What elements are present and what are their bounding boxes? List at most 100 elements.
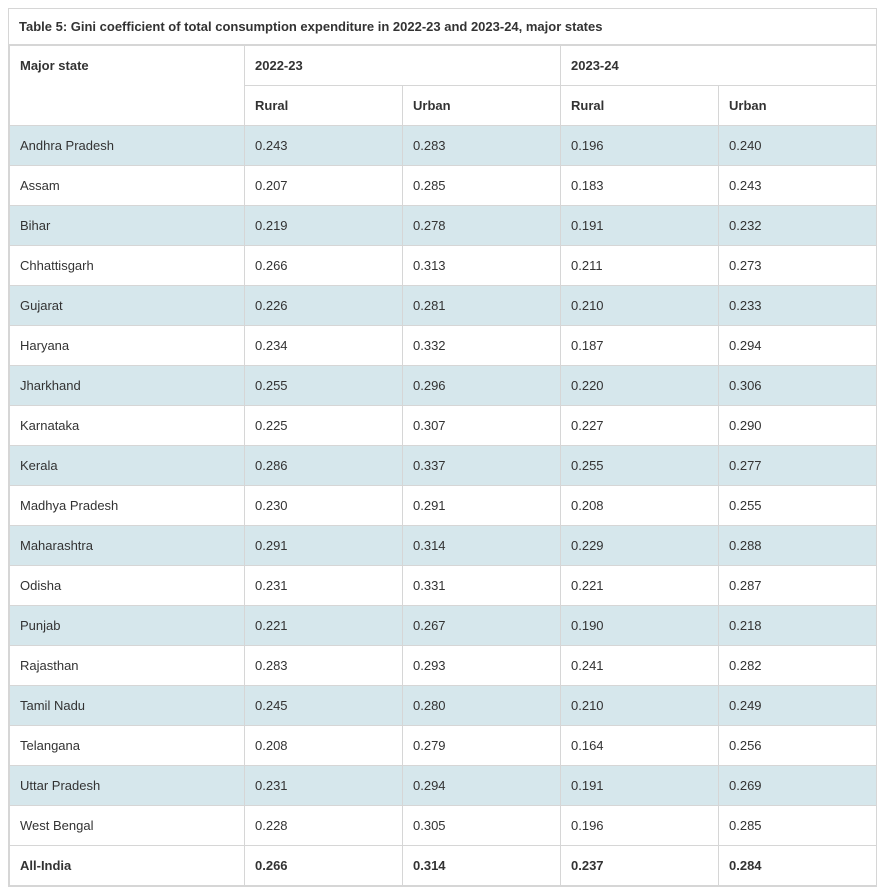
cell-state: Maharashtra (10, 526, 245, 566)
cell-value: 0.191 (561, 206, 719, 246)
cell-value: 0.211 (561, 246, 719, 286)
cell-value: 0.219 (245, 206, 403, 246)
cell-value: 0.269 (719, 766, 877, 806)
cell-state-total: All-India (10, 846, 245, 886)
cell-value: 0.208 (245, 726, 403, 766)
cell-value: 0.210 (561, 686, 719, 726)
cell-value: 0.190 (561, 606, 719, 646)
cell-value: 0.230 (245, 486, 403, 526)
cell-state: Kerala (10, 446, 245, 486)
cell-value: 0.291 (403, 486, 561, 526)
cell-value: 0.225 (245, 406, 403, 446)
col-header-year2: 2023-24 (561, 46, 877, 86)
cell-value: 0.278 (403, 206, 561, 246)
cell-value: 0.285 (719, 806, 877, 846)
table-caption: Table 5: Gini coefficient of total consu… (9, 9, 876, 45)
cell-value: 0.241 (561, 646, 719, 686)
cell-value: 0.283 (245, 646, 403, 686)
cell-value: 0.255 (719, 486, 877, 526)
table-row: Haryana0.2340.3320.1870.294 (10, 326, 877, 366)
col-header-y2-rural: Rural (561, 86, 719, 126)
table-row: Odisha0.2310.3310.2210.287 (10, 566, 877, 606)
cell-value: 0.294 (403, 766, 561, 806)
table-row: West Bengal0.2280.3050.1960.285 (10, 806, 877, 846)
table-body: Andhra Pradesh0.2430.2830.1960.240Assam0… (10, 126, 877, 886)
cell-value: 0.267 (403, 606, 561, 646)
cell-value: 0.287 (719, 566, 877, 606)
cell-state: Telangana (10, 726, 245, 766)
cell-value: 0.273 (719, 246, 877, 286)
cell-value: 0.243 (245, 126, 403, 166)
cell-state: Assam (10, 166, 245, 206)
col-header-year1: 2022-23 (245, 46, 561, 86)
cell-value: 0.233 (719, 286, 877, 326)
cell-value: 0.256 (719, 726, 877, 766)
cell-value: 0.207 (245, 166, 403, 206)
cell-value: 0.208 (561, 486, 719, 526)
header-row-1: Major state 2022-23 2023-24 (10, 46, 877, 86)
cell-value: 0.279 (403, 726, 561, 766)
cell-value: 0.191 (561, 766, 719, 806)
cell-value: 0.283 (403, 126, 561, 166)
cell-value: 0.164 (561, 726, 719, 766)
cell-value: 0.293 (403, 646, 561, 686)
cell-value: 0.288 (719, 526, 877, 566)
table-row: Punjab0.2210.2670.1900.218 (10, 606, 877, 646)
table-row: Kerala0.2860.3370.2550.277 (10, 446, 877, 486)
cell-value: 0.314 (403, 526, 561, 566)
cell-value: 0.332 (403, 326, 561, 366)
cell-value: 0.227 (561, 406, 719, 446)
table-row: Andhra Pradesh0.2430.2830.1960.240 (10, 126, 877, 166)
cell-value: 0.281 (403, 286, 561, 326)
table-row: Maharashtra0.2910.3140.2290.288 (10, 526, 877, 566)
cell-value: 0.266 (245, 246, 403, 286)
cell-value: 0.232 (719, 206, 877, 246)
cell-state: Haryana (10, 326, 245, 366)
col-header-y1-urban: Urban (403, 86, 561, 126)
cell-state: Uttar Pradesh (10, 766, 245, 806)
cell-value-total: 0.237 (561, 846, 719, 886)
cell-value: 0.245 (245, 686, 403, 726)
cell-value: 0.229 (561, 526, 719, 566)
table-row-total: All-India0.2660.3140.2370.284 (10, 846, 877, 886)
col-header-state: Major state (10, 46, 245, 126)
cell-state: Karnataka (10, 406, 245, 446)
cell-value-total: 0.284 (719, 846, 877, 886)
cell-value: 0.290 (719, 406, 877, 446)
cell-value: 0.220 (561, 366, 719, 406)
cell-value: 0.306 (719, 366, 877, 406)
cell-value: 0.221 (245, 606, 403, 646)
cell-value: 0.255 (245, 366, 403, 406)
cell-state: West Bengal (10, 806, 245, 846)
cell-state: Chhattisgarh (10, 246, 245, 286)
cell-value: 0.196 (561, 806, 719, 846)
cell-value: 0.210 (561, 286, 719, 326)
table-row: Assam0.2070.2850.1830.243 (10, 166, 877, 206)
cell-state: Rajasthan (10, 646, 245, 686)
cell-value-total: 0.266 (245, 846, 403, 886)
cell-state: Punjab (10, 606, 245, 646)
table-row: Jharkhand0.2550.2960.2200.306 (10, 366, 877, 406)
cell-value: 0.218 (719, 606, 877, 646)
cell-value: 0.240 (719, 126, 877, 166)
table-row: Chhattisgarh0.2660.3130.2110.273 (10, 246, 877, 286)
cell-value: 0.305 (403, 806, 561, 846)
cell-value: 0.226 (245, 286, 403, 326)
cell-state: Gujarat (10, 286, 245, 326)
cell-value: 0.243 (719, 166, 877, 206)
cell-value: 0.228 (245, 806, 403, 846)
gini-table: Major state 2022-23 2023-24 Rural Urban … (9, 45, 877, 886)
table-row: Madhya Pradesh0.2300.2910.2080.255 (10, 486, 877, 526)
cell-state: Madhya Pradesh (10, 486, 245, 526)
cell-value: 0.183 (561, 166, 719, 206)
cell-value: 0.277 (719, 446, 877, 486)
cell-value: 0.285 (403, 166, 561, 206)
cell-value-total: 0.314 (403, 846, 561, 886)
cell-state: Odisha (10, 566, 245, 606)
cell-value: 0.296 (403, 366, 561, 406)
cell-value: 0.307 (403, 406, 561, 446)
col-header-y1-rural: Rural (245, 86, 403, 126)
table-row: Tamil Nadu0.2450.2800.2100.249 (10, 686, 877, 726)
cell-value: 0.187 (561, 326, 719, 366)
cell-value: 0.291 (245, 526, 403, 566)
